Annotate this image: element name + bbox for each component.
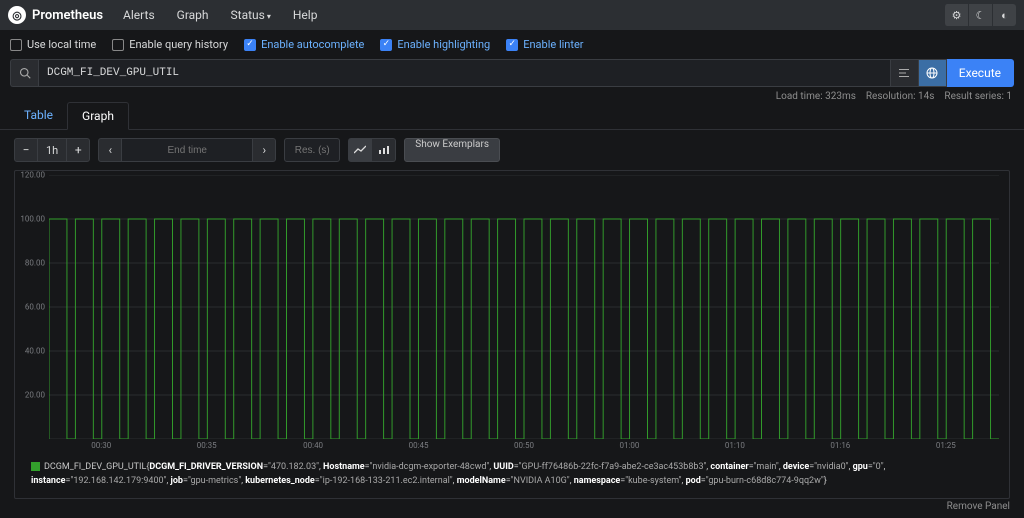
options-row: Use local time Enable query history ✓ Enabl… xyxy=(0,30,1024,59)
x-tick: 00:35 xyxy=(197,441,217,450)
chart-panel: 20.0040.0060.0080.00100.00120.00 00:3000… xyxy=(14,170,1010,499)
tab-graph[interactable]: Graph xyxy=(67,102,129,130)
range-increase-button[interactable]: + xyxy=(66,138,90,162)
option-label: Enable highlighting xyxy=(397,38,490,51)
x-axis: 00:30 00:35 00:40 00:45 00:50 01:00 01:10 01:16… xyxy=(49,441,999,455)
x-tick: 01:00 xyxy=(619,441,639,450)
checkbox-icon xyxy=(10,39,22,51)
tab-table[interactable]: Table xyxy=(10,102,67,129)
x-tick: 00:45 xyxy=(409,441,429,450)
query-row: Execute xyxy=(0,59,1024,87)
execute-button[interactable]: Execute xyxy=(947,59,1014,87)
line-chart-icon[interactable] xyxy=(348,138,372,162)
navbar: ◎ Prometheus Alerts Graph Status▾ Help ⚙… xyxy=(0,0,1024,30)
show-exemplars-button[interactable]: Show Exemplars xyxy=(404,138,500,162)
brand-title: Prometheus xyxy=(32,8,103,23)
nav-alerts[interactable]: Alerts xyxy=(115,8,163,22)
nav-graph[interactable]: Graph xyxy=(169,8,217,22)
caret-down-icon: ▾ xyxy=(267,12,271,21)
option-label: Enable linter xyxy=(523,38,583,51)
checkbox-icon xyxy=(112,39,124,51)
settings-gear-icon[interactable]: ⚙ xyxy=(944,4,968,26)
stacked-chart-icon[interactable] xyxy=(372,138,396,162)
nav-help[interactable]: Help xyxy=(285,8,326,22)
time-next-button[interactable]: › xyxy=(252,138,276,162)
theme-moon-icon[interactable]: ☾ xyxy=(968,4,992,26)
format-icon[interactable] xyxy=(891,59,919,87)
legend-swatch xyxy=(31,462,40,471)
checkbox-icon: ✓ xyxy=(506,39,518,51)
graph-controls: − 1h + ‹ › Show Exemplars xyxy=(0,130,1024,170)
resolution: Resolution: 14s xyxy=(866,91,935,102)
globe-icon[interactable] xyxy=(919,59,947,87)
y-tick: 80.00 xyxy=(25,259,45,268)
option-enable-highlighting[interactable]: ✓ Enable highlighting xyxy=(380,38,490,51)
option-label: Use local time xyxy=(27,38,96,51)
range-decrease-button[interactable]: − xyxy=(14,138,38,162)
result-series: Result series: 1 xyxy=(944,91,1012,102)
checkbox-icon: ✓ xyxy=(380,39,392,51)
y-tick: 100.00 xyxy=(20,215,45,224)
result-tabs: Table Graph xyxy=(0,102,1024,130)
option-enable-query-history[interactable]: Enable query history xyxy=(112,38,228,51)
option-enable-linter[interactable]: ✓ Enable linter xyxy=(506,38,583,51)
time-prev-button[interactable]: ‹ xyxy=(98,138,122,162)
nav-status[interactable]: Status▾ xyxy=(223,8,279,22)
x-tick: 00:30 xyxy=(91,441,111,450)
x-tick: 01:10 xyxy=(725,441,745,450)
y-tick: 40.00 xyxy=(25,347,45,356)
x-tick: 01:16 xyxy=(830,441,850,450)
x-tick: 00:50 xyxy=(514,441,534,450)
x-tick: 01:25 xyxy=(936,441,956,450)
query-stats: Load time: 323ms Resolution: 14s Result … xyxy=(0,87,1024,102)
y-axis: 20.0040.0060.0080.00100.00120.00 xyxy=(17,175,47,439)
load-time: Load time: 323ms xyxy=(776,91,856,102)
y-tick: 20.00 xyxy=(25,391,45,400)
prometheus-logo-icon: ◎ xyxy=(8,6,26,24)
y-tick: 60.00 xyxy=(25,303,45,312)
theme-contrast-icon[interactable]: ◐ xyxy=(992,4,1016,26)
x-tick: 00:40 xyxy=(303,441,323,450)
range-label[interactable]: 1h xyxy=(38,138,66,162)
option-use-local-time[interactable]: Use local time xyxy=(10,38,96,51)
search-icon xyxy=(10,59,38,87)
option-label: Enable autocomplete xyxy=(261,38,364,51)
chart-area: 20.0040.0060.0080.00100.00120.00 00:3000… xyxy=(17,175,1003,455)
option-label: Enable query history xyxy=(129,38,228,51)
end-time-input[interactable] xyxy=(122,138,252,162)
resolution-input[interactable] xyxy=(284,138,340,162)
y-tick: 120.00 xyxy=(20,171,45,180)
checkbox-icon: ✓ xyxy=(244,39,256,51)
expression-input[interactable] xyxy=(38,59,891,87)
chart-plot xyxy=(49,175,999,439)
option-enable-autocomplete[interactable]: ✓ Enable autocomplete xyxy=(244,38,364,51)
legend[interactable]: DCGM_FI_DEV_GPU_UTIL{DCGM_FI_DRIVER_VERS… xyxy=(17,455,1003,494)
